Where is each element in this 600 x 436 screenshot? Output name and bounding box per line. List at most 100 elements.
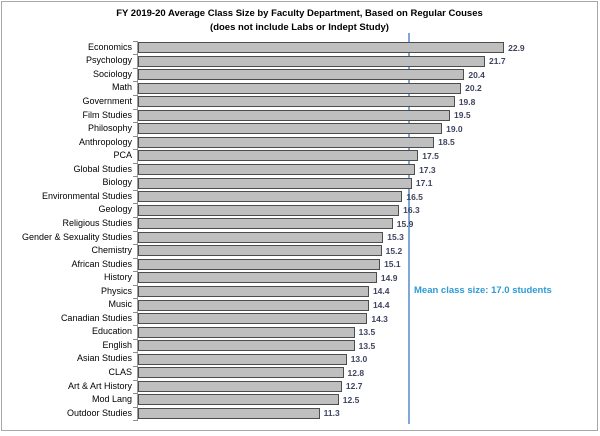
category-label: PCA — [113, 150, 132, 161]
bar-row: Education 13.5 — [2, 325, 597, 339]
bar-track: 14.3 — [138, 312, 597, 326]
value-label: 18.5 — [438, 137, 455, 148]
bar — [138, 69, 465, 81]
bar — [138, 367, 344, 379]
bar — [138, 231, 384, 243]
category-label: Chemistry — [91, 245, 132, 256]
bar-track: 20.2 — [138, 81, 597, 95]
bar-row: English 13.5 — [2, 339, 597, 353]
bar — [138, 150, 419, 162]
value-label: 15.2 — [385, 245, 403, 256]
bar-track: 22.9 — [138, 41, 597, 55]
title-block: FY 2019-20 Average Class Size by Faculty… — [2, 7, 597, 35]
value-label: 13.0 — [350, 354, 368, 365]
category-label: Math — [111, 82, 132, 93]
bar-row: Sociology 20.4 — [2, 68, 597, 82]
category-label: History — [103, 272, 132, 283]
axis-tick — [133, 420, 138, 422]
value-label: 15.9 — [396, 218, 414, 229]
bar-row: African Studies 15.1 — [2, 258, 597, 272]
bar-row: Canadian Studies 14.3 — [2, 312, 597, 326]
axis-tick — [133, 379, 138, 381]
axis-tick — [133, 298, 138, 300]
category-label: Government — [82, 96, 132, 106]
bar-track: 12.8 — [138, 366, 597, 380]
plot-area: Mean class size: 17.0 students Economics… — [2, 2, 597, 430]
bar-row: Art & Art History 12.7 — [2, 380, 597, 394]
category-label: Physics — [100, 285, 132, 296]
value-label: 14.9 — [380, 272, 398, 283]
value-label: 20.2 — [465, 83, 482, 94]
axis-tick — [133, 216, 138, 218]
bar-row: Anthropology 18.5 — [2, 136, 597, 150]
bar-track: 20.4 — [138, 68, 597, 82]
axis-tick — [133, 81, 138, 83]
axis-tick — [133, 393, 138, 395]
bar-track: 17.3 — [138, 163, 597, 177]
bar-row: PCA 17.5 — [2, 149, 597, 163]
bar-track: 11.3 — [138, 407, 597, 421]
bar-track: 16.3 — [138, 203, 597, 217]
bar-track: 19.0 — [138, 122, 597, 136]
value-label: 15.3 — [387, 232, 404, 243]
bar-row: Geology 16.3 — [2, 203, 597, 217]
axis-tick — [133, 284, 138, 286]
category-label: Economics — [87, 41, 132, 52]
value-label: 19.0 — [446, 123, 463, 134]
value-label: 15.1 — [384, 259, 401, 270]
axis-tick — [133, 230, 138, 232]
bar-row: Philosophy 19.0 — [2, 122, 597, 136]
bar-row: Asian Studies 13.0 — [2, 352, 597, 366]
bar — [138, 326, 355, 338]
bar-row: Outdoor Studies 11.3 — [2, 407, 597, 421]
bar — [138, 204, 400, 216]
category-label: Outdoor Studies — [66, 407, 132, 418]
axis-tick — [133, 108, 138, 110]
category-label: Asian Studies — [76, 353, 132, 364]
bar-row: Economics 22.9 — [2, 41, 597, 55]
axis-tick — [133, 338, 138, 340]
bar — [138, 394, 339, 406]
axis-tick — [133, 189, 138, 191]
category-label: Religious Studies — [62, 217, 132, 228]
bar — [138, 340, 355, 352]
bar — [138, 258, 381, 270]
bar — [138, 96, 455, 108]
chart-title: FY 2019-20 Average Class Size by Faculty… — [116, 8, 483, 19]
value-label: 13.5 — [358, 340, 376, 351]
bar-track: 17.5 — [138, 149, 597, 163]
value-label: 14.4 — [372, 286, 390, 297]
bar — [138, 109, 451, 121]
category-label: Psychology — [85, 55, 132, 66]
chart-subtitle: (does not include Labs or Indept Study) — [210, 22, 389, 33]
axis-tick — [133, 176, 138, 178]
bar-row: History 14.9 — [2, 271, 597, 285]
category-label: Canadian Studies — [60, 312, 132, 323]
bar-track: 15.2 — [138, 244, 597, 258]
category-label: African Studies — [71, 258, 132, 269]
category-label: Philosophy — [87, 123, 132, 134]
bar — [138, 191, 403, 203]
value-label: 16.3 — [403, 205, 420, 216]
category-label: Education — [91, 326, 132, 337]
category-label: Gender & Sexuality Studies — [21, 231, 132, 242]
bar — [138, 313, 368, 325]
value-label: 20.4 — [468, 69, 485, 80]
category-label: Mod Lang — [91, 394, 132, 405]
bar-row: Math 20.2 — [2, 81, 597, 95]
bar — [138, 177, 412, 189]
bar-track: 12.7 — [138, 380, 597, 394]
value-label: 19.8 — [458, 96, 476, 107]
bar-track: 13.0 — [138, 352, 597, 366]
bar-row: Film Studies 19.5 — [2, 109, 597, 123]
axis-tick — [133, 366, 138, 367]
axis-tick — [133, 122, 138, 124]
bar-row: Music 14.4 — [2, 298, 597, 312]
bar-track: 14.4 — [138, 285, 597, 299]
bar-track: 17.1 — [138, 176, 597, 190]
category-label: CLAS — [108, 367, 132, 377]
bar — [138, 299, 369, 311]
value-label: 19.5 — [454, 110, 471, 121]
